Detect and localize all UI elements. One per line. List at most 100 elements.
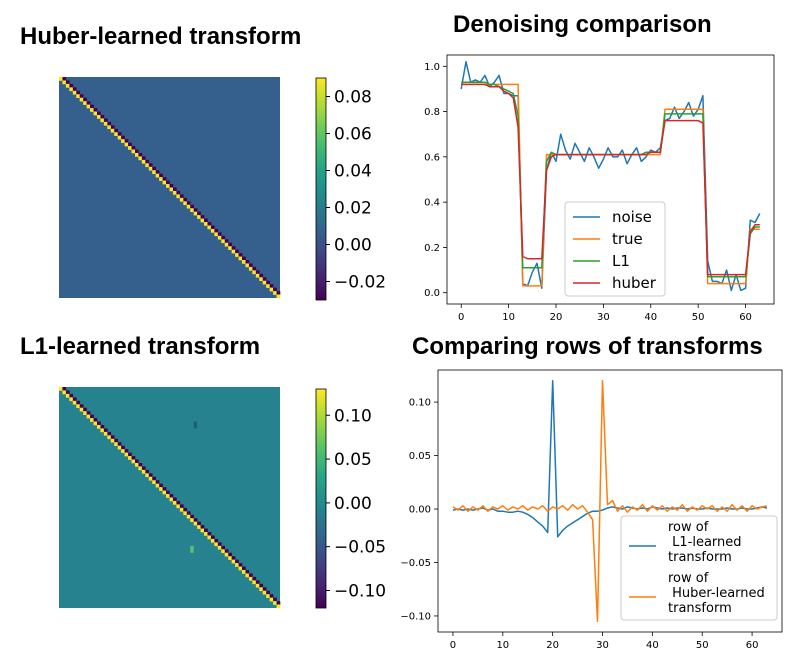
huber-heatmap-offdiagonal-cell xyxy=(210,225,215,230)
huber-heatmap-diagonal-cell xyxy=(186,204,191,209)
huber-heatmap-diagonal-cell xyxy=(228,246,232,250)
l1-heatmap-offdiagonal-cell xyxy=(252,576,257,581)
huber-heatmap-diagonal-cell xyxy=(214,232,219,237)
huber-heatmap-offdiagonal-cell xyxy=(114,128,119,133)
l1-heatmap-offdiagonal-cell xyxy=(179,504,184,509)
l1-heatmap-diagonal-cell xyxy=(197,525,201,529)
l1-heatmap-offdiagonal-cell xyxy=(107,431,112,436)
l1-heatmap-offdiagonal-cell xyxy=(128,452,132,457)
huber-heatmap-diagonal-cell xyxy=(210,228,215,233)
l1-heatmap-artifact-cell xyxy=(190,545,194,553)
l1-heatmap-diagonal-cell xyxy=(76,404,81,409)
l1-heatmap-offdiagonal-cell xyxy=(100,424,105,429)
huber-heatmap-diagonal-cell xyxy=(83,101,87,105)
l1-heatmap-diagonal-cell xyxy=(72,400,77,405)
l1-heatmap-offdiagonal-cell xyxy=(228,552,232,557)
huber-heatmap-offdiagonal-cell xyxy=(259,273,264,278)
l1-heatmap-offdiagonal-cell xyxy=(186,511,191,516)
l1-heatmap-offdiagonal-cell xyxy=(96,421,101,426)
l1-heatmap-offdiagonal-cell xyxy=(69,393,74,398)
l1-heatmap-offdiagonal-cell xyxy=(207,532,212,536)
huber-heatmap-offdiagonal-cell xyxy=(248,263,253,268)
huber-heatmap-diagonal-cell xyxy=(269,287,274,292)
huber-heatmap-offdiagonal-cell xyxy=(110,125,115,130)
huber-heatmap-diagonal-cell xyxy=(169,187,174,192)
huber-heatmap-offdiagonal-cell xyxy=(100,114,105,119)
l1-heatmap-colorbar-tick-label: 0.05 xyxy=(334,450,372,470)
rows-legend-label-line: L1-learned xyxy=(668,535,742,550)
huber-heatmap-diagonal-cell xyxy=(207,225,212,230)
huber-heatmap-offdiagonal-cell xyxy=(152,166,156,171)
l1-heatmap-offdiagonal-cell xyxy=(245,570,250,574)
l1-heatmap-diagonal-cell xyxy=(238,566,243,571)
huber-heatmap-diagonal-cell xyxy=(155,173,160,178)
l1-heatmap-diagonal-cell xyxy=(207,535,212,540)
huber-heatmap-offdiagonal-cell xyxy=(86,101,91,105)
l1-heatmap-offdiagonal-cell xyxy=(90,414,94,419)
huber-heatmap-colorbar-tick-label: 0.08 xyxy=(334,88,372,108)
huber-heatmap-offdiagonal-cell xyxy=(193,208,198,212)
huber-heatmap-offdiagonal-cell xyxy=(124,139,129,143)
huber-heatmap-offdiagonal-cell xyxy=(90,104,94,109)
l1-heatmap-offdiagonal-cell xyxy=(148,473,153,478)
l1-heatmap-offdiagonal-cell xyxy=(131,456,136,460)
huber-heatmap-diagonal-cell xyxy=(276,294,281,299)
l1-heatmap-diagonal-cell xyxy=(128,456,132,460)
denoising-y-tick-label: 0.6 xyxy=(424,152,440,163)
l1-heatmap-diagonal-cell xyxy=(65,393,70,398)
huber-heatmap-offdiagonal-cell xyxy=(172,187,177,192)
l1-heatmap-diagonal-cell xyxy=(90,418,94,422)
huber-heatmap-colorbar-tick-label: −0.02 xyxy=(334,273,386,293)
l1-heatmap-diagonal-cell xyxy=(69,397,74,402)
huber-heatmap-diagonal-cell xyxy=(128,146,132,150)
huber-heatmap-offdiagonal-cell xyxy=(186,201,191,206)
huber-heatmap-offdiagonal-cell xyxy=(207,222,212,226)
huber-heatmap-offdiagonal-cell xyxy=(76,90,81,95)
l1-heatmap-offdiagonal-cell xyxy=(231,556,236,560)
l1-heatmap-offdiagonal-cell xyxy=(121,445,125,450)
huber-heatmap-offdiagonal-cell xyxy=(183,197,188,202)
l1-heatmap-offdiagonal-cell xyxy=(138,462,143,467)
l1-heatmap-offdiagonal-cell xyxy=(248,573,253,578)
rows-y-tick-label: 0.10 xyxy=(409,398,431,409)
huber-heatmap-diagonal-cell xyxy=(166,184,170,188)
denoising-y-tick-label: 0.0 xyxy=(424,288,440,299)
rows-y-tick-label: 0.05 xyxy=(409,451,431,462)
rows-y-tick-label: 0.00 xyxy=(409,505,431,516)
huber-heatmap-offdiagonal-cell xyxy=(245,260,250,264)
huber-heatmap-offdiagonal-cell xyxy=(238,253,243,257)
l1-heatmap-diagonal-cell xyxy=(235,563,239,567)
l1-heatmap-diagonal-cell xyxy=(242,570,246,574)
l1-heatmap-offdiagonal-cell xyxy=(200,525,205,529)
rows-y-tick-label: −0.05 xyxy=(400,558,431,569)
huber-heatmap-diagonal-cell xyxy=(90,108,94,112)
l1-heatmap-diagonal-cell xyxy=(114,442,119,447)
l1-heatmap-diagonal-cell xyxy=(121,449,125,453)
l1-heatmap-diagonal-cell xyxy=(159,487,163,491)
huber-heatmap-diagonal-cell xyxy=(152,170,156,174)
l1-heatmap-offdiagonal-cell xyxy=(238,563,243,567)
rows-legend-label-line: transform xyxy=(668,601,732,616)
huber-heatmap-offdiagonal-cell xyxy=(200,215,205,219)
l1-heatmap-offdiagonal-cell xyxy=(266,590,270,595)
rows-comparison-title: Comparing rows of transforms xyxy=(412,333,763,360)
l1-heatmap-diagonal-cell xyxy=(252,580,257,585)
huber-heatmap-diagonal-cell xyxy=(103,121,108,126)
huber-heatmap-colorbar-tick-label: 0.02 xyxy=(334,199,372,219)
huber-heatmap-diagonal-cell xyxy=(242,260,246,264)
l1-heatmap-colorbar-tick-label: −0.10 xyxy=(334,581,386,601)
huber-heatmap-diagonal-cell xyxy=(86,104,91,109)
huber-heatmap-diagonal-cell xyxy=(190,208,194,212)
huber-heatmap-offdiagonal-cell xyxy=(69,83,74,88)
l1-heatmap-offdiagonal-cell xyxy=(190,514,194,519)
l1-heatmap-colorbar-tick-label: 0.00 xyxy=(334,494,372,514)
l1-heatmap-diagonal-cell xyxy=(117,445,122,450)
huber-heatmap-offdiagonal-cell xyxy=(197,211,201,216)
denoising-x-tick-label: 20 xyxy=(550,312,563,323)
l1-heatmap-diagonal-cell xyxy=(131,459,136,464)
l1-heatmap-offdiagonal-cell xyxy=(83,407,87,412)
l1-heatmap-offdiagonal-cell xyxy=(262,587,267,592)
huber-heatmap-offdiagonal-cell xyxy=(204,218,208,223)
l1-heatmap-offdiagonal-cell xyxy=(155,480,160,484)
huber-heatmap-colorbar-tick-label: 0.00 xyxy=(334,236,372,256)
